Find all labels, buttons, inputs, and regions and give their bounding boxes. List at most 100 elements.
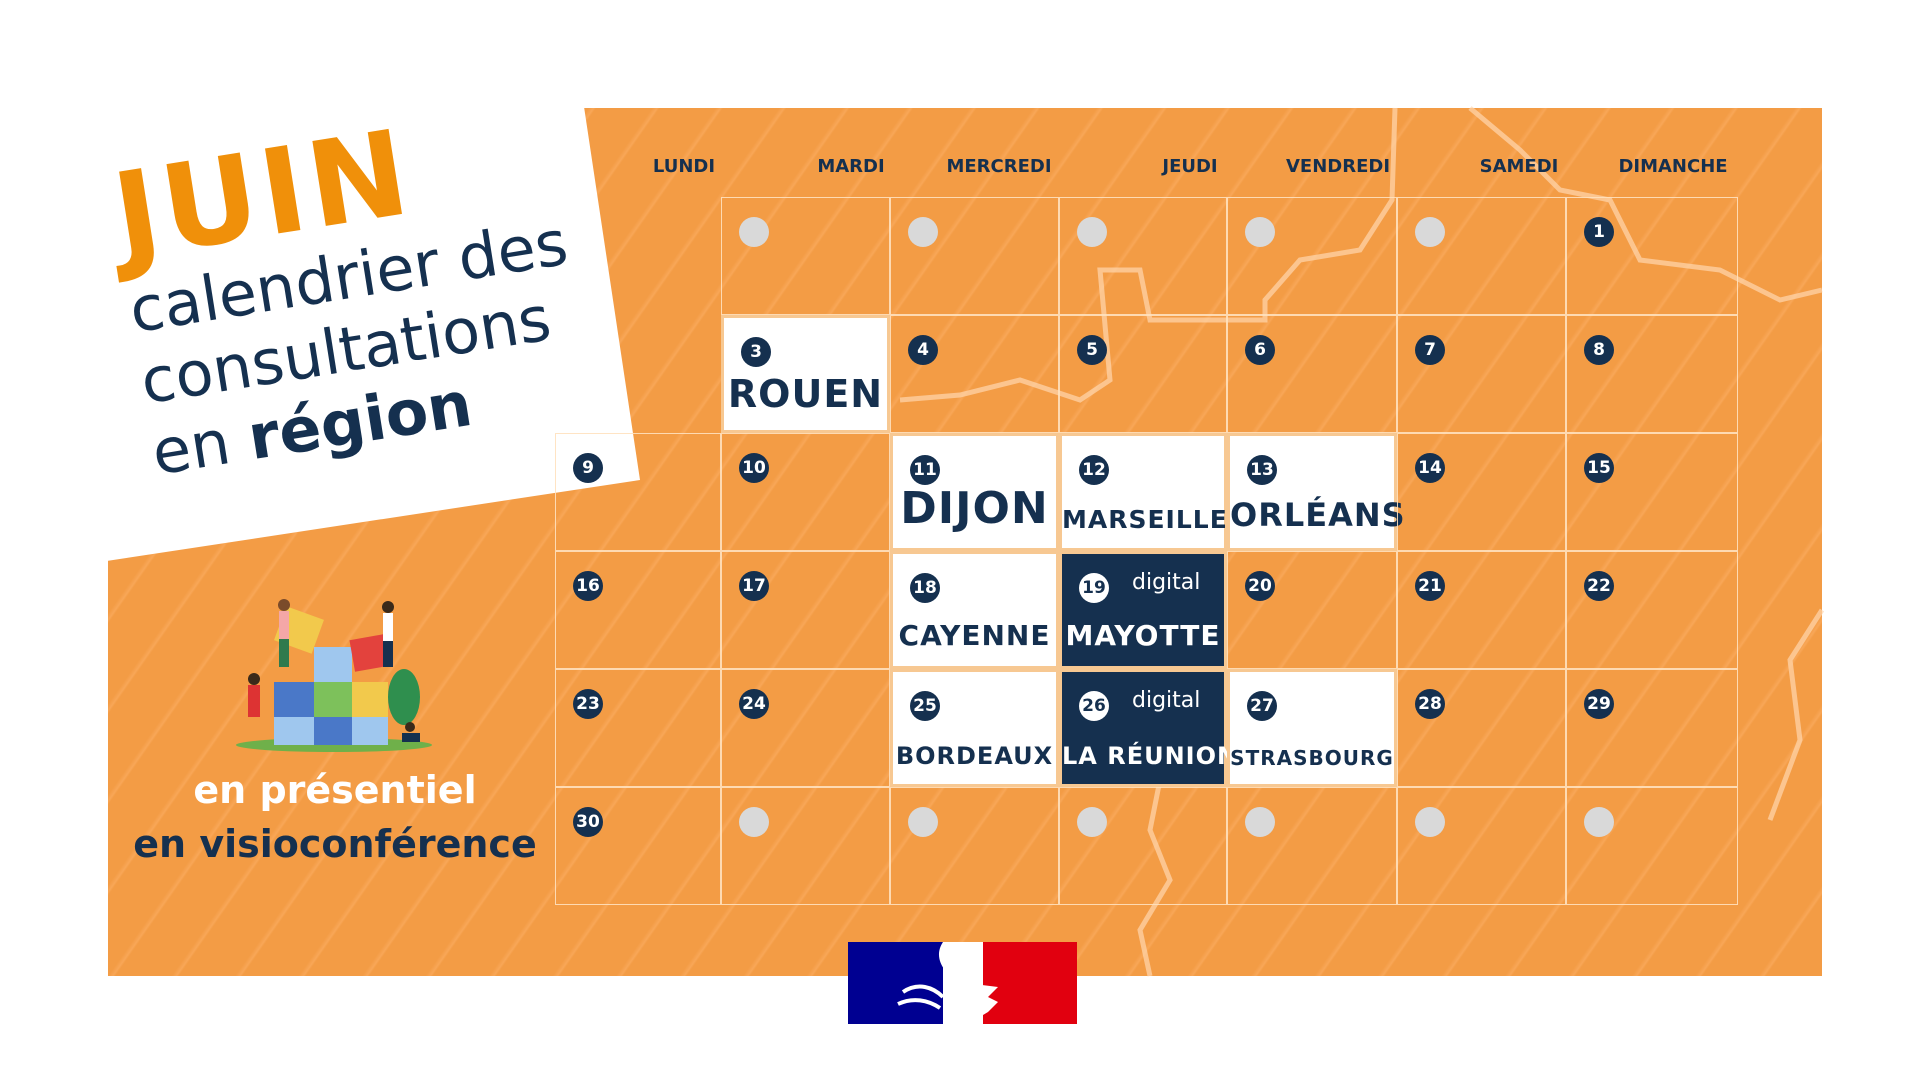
weekday-header-mercredi: MERCREDI (946, 156, 1052, 177)
calendar-cell-empty (890, 787, 1059, 905)
weekday-header-mardi: MARDI (817, 156, 885, 177)
calendar-day-28: 28 (1397, 669, 1566, 787)
calendar-day-14: 14 (1397, 433, 1566, 551)
calendar-cell-empty (1566, 787, 1738, 905)
consultation-13: ORLÉANS 13 (1227, 433, 1406, 551)
calendar-cell-empty (890, 197, 1059, 315)
consultation-3: ROUEN 3 (721, 315, 890, 433)
day-number-badge: 7 (1415, 335, 1445, 365)
empty-day-dot (1077, 807, 1107, 837)
day-number-badge: 6 (1245, 335, 1275, 365)
day-number-badge: 29 (1584, 689, 1614, 719)
calendar-day-23: 23 (555, 669, 721, 787)
calendar-cell-empty (721, 787, 890, 905)
city-name: BORDEAUX (895, 742, 1054, 770)
city-name: CAYENNE (898, 619, 1051, 652)
empty-day-dot (1415, 217, 1445, 247)
calendar-day-1: 1 (1566, 197, 1738, 315)
calendar-day-21: 21 (1397, 551, 1566, 669)
day-number-badge: 26 (1079, 691, 1109, 721)
weekday-header-dimanche: DIMANCHE (1618, 156, 1728, 177)
day-number-badge: 9 (573, 453, 603, 483)
weekday-header-vendredi: VENDREDI (1285, 156, 1391, 177)
calendar-day-4: 4 (890, 315, 1059, 433)
digital-tag: digital (1132, 688, 1201, 713)
empty-day-dot (908, 217, 938, 247)
day-number-badge: 4 (908, 335, 938, 365)
day-number-badge: 30 (573, 807, 603, 837)
digital-tag: digital (1132, 570, 1201, 595)
calendar-day-5: 5 (1059, 315, 1227, 433)
consultation-11: DIJON 11 (890, 433, 1059, 551)
city-name: LA RÉUNION (1062, 742, 1239, 770)
day-number-badge: 18 (910, 573, 940, 603)
weekday-header-samedi: SAMEDI (1479, 156, 1559, 177)
day-number-badge: 10 (739, 453, 769, 483)
day-number-badge: 24 (739, 689, 769, 719)
consultation-25: BORDEAUX 25 (890, 669, 1059, 787)
legend-video: en visioconférence (133, 822, 537, 866)
empty-day-dot (1415, 807, 1445, 837)
day-number-badge: 20 (1245, 571, 1275, 601)
calendar-cell-empty (1059, 197, 1227, 315)
city-name: MAYOTTE (1065, 619, 1221, 652)
calendar-day-10: 10 (721, 433, 890, 551)
empty-day-dot (908, 807, 938, 837)
title-card (100, 100, 640, 562)
day-number-badge: 27 (1247, 691, 1277, 721)
calendar-day-8: 8 (1566, 315, 1738, 433)
calendar-day-22: 22 (1566, 551, 1738, 669)
day-number-badge: 11 (910, 455, 940, 485)
empty-day-dot (1245, 217, 1275, 247)
legend-in-person: en présentiel (193, 768, 477, 812)
day-number-badge: 8 (1584, 335, 1614, 365)
calendar-day-30: 30 (555, 787, 721, 905)
calendar-day-6: 6 (1227, 315, 1397, 433)
day-number-badge: 28 (1415, 689, 1445, 719)
consultation-26: digital LA RÉUNION 26 (1059, 669, 1239, 787)
day-number-badge: 5 (1077, 335, 1107, 365)
day-number-badge: 12 (1079, 455, 1109, 485)
day-number-badge: 15 (1584, 453, 1614, 483)
consultation-12: MARSEILLE 12 (1059, 433, 1227, 551)
calendar-day-17: 17 (721, 551, 890, 669)
city-name: MARSEILLE (1062, 505, 1228, 534)
calendar-day-29: 29 (1566, 669, 1738, 787)
calendar-day-7: 7 (1397, 315, 1566, 433)
day-number-badge: 25 (910, 691, 940, 721)
calendar-day-16: 16 (555, 551, 721, 669)
weekday-header-lundi: LUNDI (652, 156, 716, 177)
city-name: ROUEN (727, 372, 884, 416)
city-name: STRASBOURG (1230, 746, 1394, 770)
calendar-cell-empty (1397, 787, 1566, 905)
empty-day-dot (1245, 807, 1275, 837)
republique-francaise-logo (848, 942, 1077, 1024)
title-block: JUIN calendrier des consultations en rég… (100, 51, 595, 490)
subtitle-prefix: en (147, 405, 236, 490)
day-number-badge: 14 (1415, 453, 1445, 483)
calendar-cell-empty (1227, 197, 1397, 315)
consultation-18: CAYENNE 18 (890, 551, 1059, 669)
calendar-day-24: 24 (721, 669, 890, 787)
consultation-27: STRASBOURG 27 (1227, 669, 1397, 787)
calendar-cell-empty (1227, 787, 1397, 905)
calendar-day-20: 20 (1227, 551, 1397, 669)
day-number-badge: 19 (1079, 573, 1109, 603)
puzzle-people-illustration (236, 599, 432, 752)
day-number-badge: 22 (1584, 571, 1614, 601)
day-number-badge: 3 (741, 337, 771, 367)
day-number-badge: 1 (1584, 217, 1614, 247)
city-name: ORLÉANS (1230, 496, 1406, 534)
weekday-header-jeudi: JEUDI (1162, 156, 1218, 177)
consultation-19: digital MAYOTTE 19 (1059, 551, 1227, 669)
empty-day-dot (739, 807, 769, 837)
day-number-badge: 13 (1247, 455, 1277, 485)
city-name: DIJON (900, 483, 1049, 534)
calendar-cell-empty (721, 197, 890, 315)
day-number-badge: 23 (573, 689, 603, 719)
calendar-day-9: 9 (555, 433, 721, 551)
calendar-day-15: 15 (1566, 433, 1738, 551)
calendar-cell-empty (1397, 197, 1566, 315)
empty-day-dot (739, 217, 769, 247)
